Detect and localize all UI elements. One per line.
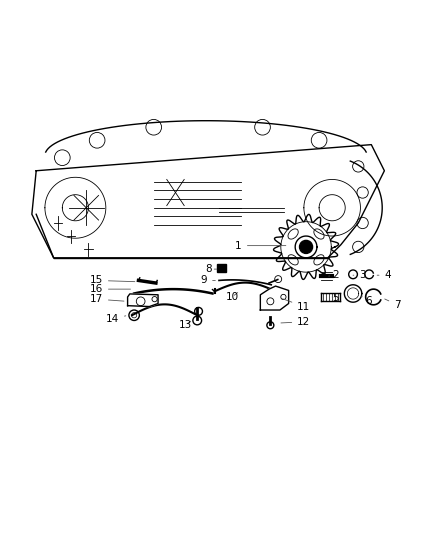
Text: 17: 17 (90, 294, 124, 304)
Text: 9: 9 (201, 276, 215, 286)
Text: 10: 10 (226, 292, 239, 302)
Circle shape (300, 240, 313, 254)
Text: 1: 1 (235, 240, 286, 251)
Text: 2: 2 (328, 270, 339, 280)
Text: 16: 16 (90, 284, 131, 294)
Text: 15: 15 (90, 276, 135, 286)
Polygon shape (260, 286, 289, 310)
Bar (217, 264, 226, 272)
Text: 3: 3 (353, 270, 366, 280)
Text: 12: 12 (281, 317, 311, 327)
Text: 7: 7 (385, 299, 401, 310)
Text: 8: 8 (205, 264, 217, 274)
Text: 4: 4 (377, 270, 391, 280)
Text: 11: 11 (283, 299, 311, 312)
Polygon shape (127, 294, 158, 306)
Text: 13: 13 (178, 320, 192, 330)
Text: 6: 6 (361, 296, 371, 306)
Text: 5: 5 (332, 293, 339, 303)
Text: 14: 14 (106, 314, 126, 324)
